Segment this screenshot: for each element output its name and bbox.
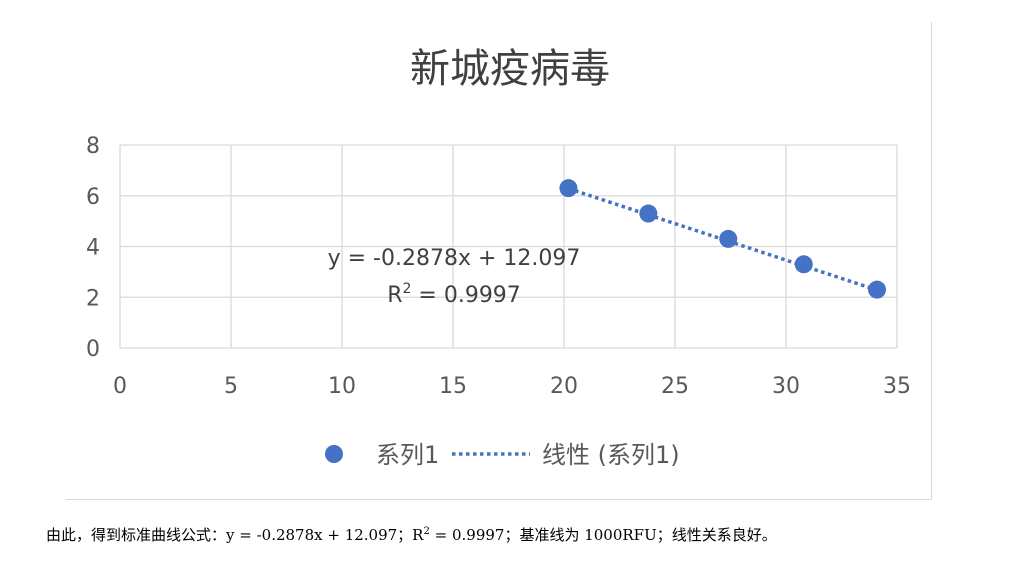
- x-tick-label-6: 30: [772, 374, 800, 399]
- y-tick-label-2: 4: [86, 236, 100, 261]
- x-tick-label-4: 20: [550, 374, 578, 399]
- trendline-equation: y = -0.2878x + 12.097: [328, 246, 581, 271]
- chart-title: 新城疫病毒: [410, 46, 610, 92]
- r-squared-value: = 0.9997: [411, 283, 520, 308]
- caption-text: 由此，得到标准曲线公式：y = -0.2878x + 12.097；R2 = 0…: [46, 524, 1026, 545]
- x-tick-label-2: 10: [328, 374, 356, 399]
- chart-frame: [66, 22, 932, 500]
- caption-text-after: = 0.9997；基准线为 1000RFU；线性关系良好。: [429, 526, 777, 544]
- point-layer: [559, 179, 887, 299]
- legend-label-trendline: 线性 (系列1): [542, 441, 680, 469]
- y-tick-label-4: 8: [86, 134, 100, 159]
- x-tick-label-3: 15: [439, 374, 467, 399]
- x-tick-label-7: 35: [883, 374, 911, 399]
- x-tick-label-5: 25: [661, 374, 689, 399]
- r-squared-label: R2 = 0.9997: [387, 281, 521, 308]
- y-tick-label-1: 2: [86, 286, 100, 311]
- data-point-0-4: [868, 280, 887, 299]
- legend: 系列1 线性 (系列1): [325, 441, 680, 469]
- caption-sup: 2: [423, 526, 430, 537]
- data-point-0-0: [559, 179, 578, 198]
- r-squared-prefix: R: [387, 283, 402, 308]
- caption-text-before: 由此，得到标准曲线公式：y = -0.2878x + 12.097；R: [46, 526, 424, 544]
- x-tick-label-1: 5: [224, 374, 238, 399]
- tick-layer: 0 5 10 15 20 25 30 35 0 2 4 6 8: [86, 134, 911, 399]
- legend-marker-series1: [325, 445, 343, 463]
- y-tick-label-0: 0: [86, 337, 100, 362]
- x-tick-label-0: 0: [113, 374, 127, 399]
- y-tick-label-3: 6: [86, 185, 100, 210]
- data-point-0-3: [794, 255, 813, 274]
- r-squared-sup: 2: [402, 281, 411, 297]
- data-point-0-2: [719, 229, 738, 248]
- legend-label-series1: 系列1: [376, 441, 439, 469]
- grid-layer: [119, 144, 898, 349]
- data-point-0-1: [639, 204, 658, 223]
